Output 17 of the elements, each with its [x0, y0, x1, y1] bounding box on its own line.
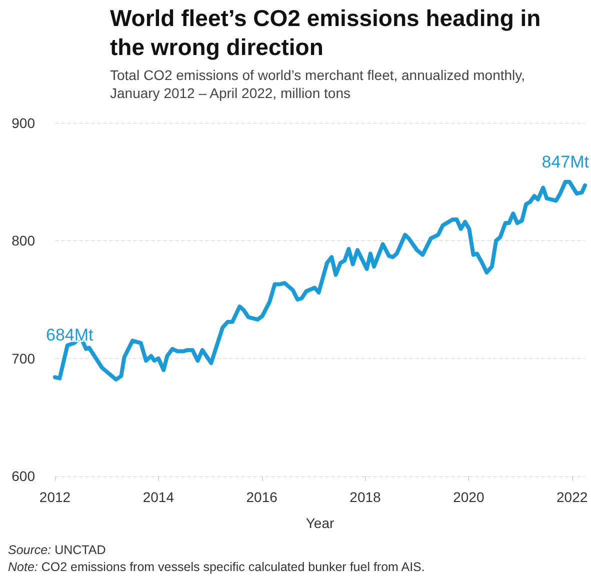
chart-subtitle: Total CO2 emissions of world’s merchant fleet, annualized monthly, January 2012 – April 2022, million tons	[110, 66, 526, 102]
annotation: 847Mt	[542, 152, 590, 172]
annotation: 684Mt	[46, 326, 94, 345]
source-note: Source: UNCTAD	[8, 542, 107, 559]
y-tick-label: 900	[12, 115, 36, 131]
y-tick-label: 700	[12, 350, 36, 366]
x-tick-label: 2018	[350, 489, 382, 505]
x-tick-label: 2012	[39, 489, 71, 505]
x-tick-label: 2014	[142, 489, 174, 505]
x-tick-label: 2016	[246, 489, 278, 505]
x-tick-label: 2020	[453, 489, 484, 505]
x-tick-label: 2022	[556, 489, 588, 505]
y-tick-label: 800	[12, 232, 36, 249]
chart-title: World fleet’s CO2 emissions heading in the wrong direction	[110, 4, 542, 62]
text: Note: CO2 emissions from vessels specific calculated bunker fuel from AIS.	[8, 559, 425, 576]
y-tick-label: 600	[12, 468, 36, 484]
x-axis-title: Year	[306, 515, 334, 531]
